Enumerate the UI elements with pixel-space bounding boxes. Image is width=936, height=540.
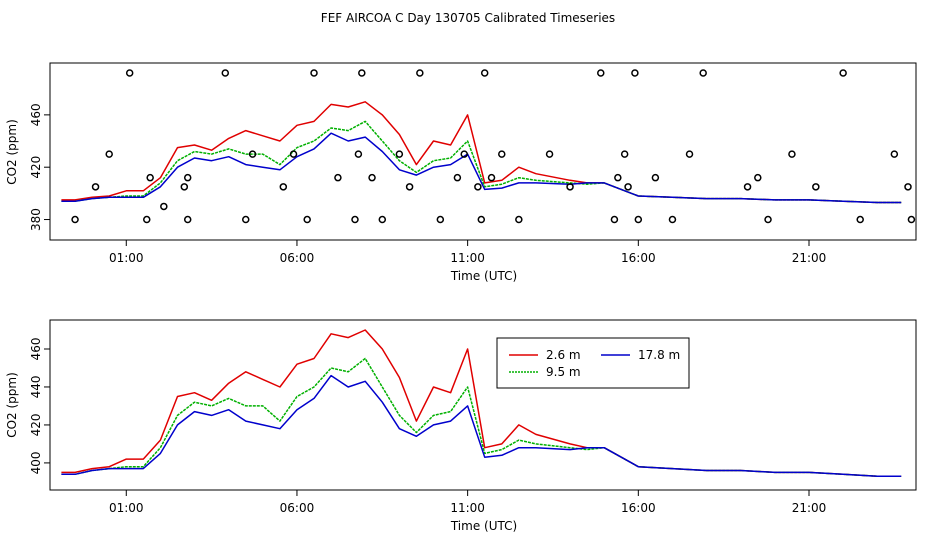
valve-marker <box>743 183 752 191</box>
valve-marker <box>856 215 864 224</box>
valve-marker <box>624 183 632 191</box>
x-tick-label: 01:00 <box>109 501 144 515</box>
top-x-axis-label: Time (UTC) <box>450 269 517 283</box>
x-tick-label: 06:00 <box>280 251 315 265</box>
valve-marker <box>498 150 506 158</box>
top-panel: 01:00 06:00 11:00 16:00 21:00 380 420 460 Time … <box>5 62 917 283</box>
bottom-panel: 01:00 06:00 11:00 16:00 21:00 400 420 440 460 Ti… <box>5 319 917 533</box>
valve-marker <box>160 202 168 211</box>
y-tick-label: 440 <box>29 376 43 399</box>
y-tick-label: 400 <box>29 451 43 474</box>
top-panel-marks: 01:00 06:00 11:00 16:00 21:00 380 420 460 <box>29 69 916 265</box>
legend-label-9-5m: 9.5 m <box>546 365 581 379</box>
valve-marker <box>788 150 796 158</box>
valve-marker <box>634 215 643 224</box>
valve-marker <box>487 173 496 182</box>
x-tick-label: 16:00 <box>621 251 656 265</box>
y-tick-label: 460 <box>29 338 43 361</box>
x-tick-label: 21:00 <box>792 251 827 265</box>
x-tick-label: 06:00 <box>280 501 315 515</box>
valve-marker <box>631 69 639 77</box>
valve-marker <box>907 215 916 224</box>
valve-marker <box>515 215 523 224</box>
y-tick-label: 460 <box>29 103 43 126</box>
valve-marker <box>146 173 154 182</box>
valve-marker <box>334 173 342 182</box>
valve-marker <box>351 215 359 224</box>
valve-marker <box>91 183 100 191</box>
bottom-plot-frame <box>49 319 917 491</box>
legend-label-17-8m: 17.8 m <box>638 348 680 362</box>
x-tick-label: 11:00 <box>450 501 485 515</box>
bottom-x-axis-label: Time (UTC) <box>450 519 517 533</box>
valve-marker <box>378 215 387 224</box>
valve-marker <box>368 173 376 182</box>
valve-marker <box>477 215 486 224</box>
valve-marker <box>71 215 79 224</box>
valve-marker <box>597 69 605 77</box>
valve-marker <box>754 173 762 182</box>
valve-marker <box>405 183 414 191</box>
valve-marker <box>839 69 847 77</box>
valve-marker <box>221 69 230 77</box>
valve-marker <box>183 173 192 182</box>
valve-marker <box>354 150 363 158</box>
valve-marker <box>651 173 660 182</box>
valve-marker <box>474 183 482 191</box>
valve-marker <box>183 215 192 224</box>
legend-box <box>496 337 690 389</box>
valve-marker <box>310 69 318 77</box>
valve-marker <box>248 150 257 158</box>
series-line-2-6-m <box>61 329 902 477</box>
valve-marker <box>545 150 554 158</box>
y-tick-label: 420 <box>29 156 43 179</box>
valve-marker <box>764 215 772 224</box>
valve-marker <box>904 183 912 191</box>
valve-marker <box>812 183 820 191</box>
valve-marker <box>180 183 189 191</box>
bottom-y-axis-label: CO2 (ppm) <box>5 372 19 438</box>
chart-title: FEF AIRCOA C Day 130705 Calibrated Times… <box>321 11 615 25</box>
y-tick-label: 420 <box>29 413 43 436</box>
valve-marker <box>105 150 113 158</box>
valve-marker <box>480 69 489 77</box>
x-tick-label: 16:00 <box>621 501 656 515</box>
valve-marker <box>460 150 468 158</box>
series-line-17-8-m <box>61 374 902 477</box>
valve-marker <box>436 215 445 224</box>
y-tick-label: 380 <box>29 208 43 231</box>
valve-marker <box>620 150 629 158</box>
valve-marker <box>242 215 250 224</box>
valve-marker <box>125 69 134 77</box>
valve-marker <box>416 69 424 77</box>
valve-marker <box>699 69 707 77</box>
x-tick-label: 11:00 <box>450 251 485 265</box>
x-tick-label: 01:00 <box>109 251 144 265</box>
valve-marker <box>610 215 619 224</box>
legend-label-2-6m: 2.6 m <box>546 348 581 362</box>
valve-marker <box>303 215 311 224</box>
top-plot-frame <box>49 62 917 241</box>
top-y-axis-label: CO2 (ppm) <box>5 119 19 185</box>
valve-marker <box>279 183 288 191</box>
series-line-17-8-m <box>61 132 902 204</box>
valve-marker <box>143 215 151 224</box>
valve-marker <box>358 69 366 77</box>
legend: 2.6 m 17.8 m 9.5 m <box>496 337 690 389</box>
valve-marker <box>890 150 899 158</box>
valve-marker <box>685 150 694 158</box>
x-tick-label: 21:00 <box>792 501 827 515</box>
valve-marker <box>453 173 462 182</box>
valve-marker <box>395 150 404 158</box>
valve-marker <box>566 183 574 191</box>
valve-marker <box>668 215 677 224</box>
valve-marker <box>614 173 622 182</box>
valve-marker <box>289 150 298 158</box>
bottom-panel-marks: 01:00 06:00 11:00 16:00 21:00 400 420 440 460 <box>29 329 902 515</box>
